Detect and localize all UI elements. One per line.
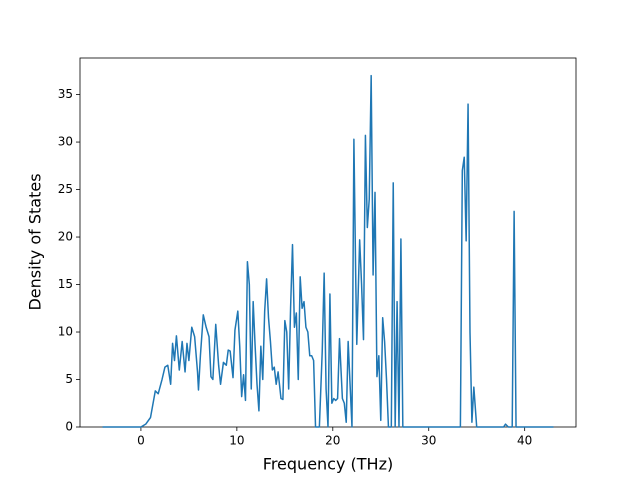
y-axis-label: Density of States	[26, 173, 45, 310]
y-tick-label: 0	[65, 420, 73, 434]
y-tick-label: 20	[58, 230, 73, 244]
y-tick-label: 15	[58, 277, 73, 291]
x-tick-label: 30	[421, 434, 436, 448]
y-tick-label: 5	[65, 372, 73, 386]
x-tick-label: 40	[517, 434, 532, 448]
y-tick-label: 30	[58, 135, 73, 149]
plot-frame	[79, 57, 577, 428]
y-tick-label: 10	[58, 325, 73, 339]
x-tick-label: 20	[325, 434, 340, 448]
data-line	[102, 74, 554, 428]
x-tick-label: 10	[229, 434, 244, 448]
x-axis-label: Frequency (THz)	[263, 455, 393, 474]
y-tick-label: 35	[58, 87, 73, 101]
x-tick-label: 0	[137, 434, 145, 448]
y-tick-label: 25	[58, 182, 73, 196]
